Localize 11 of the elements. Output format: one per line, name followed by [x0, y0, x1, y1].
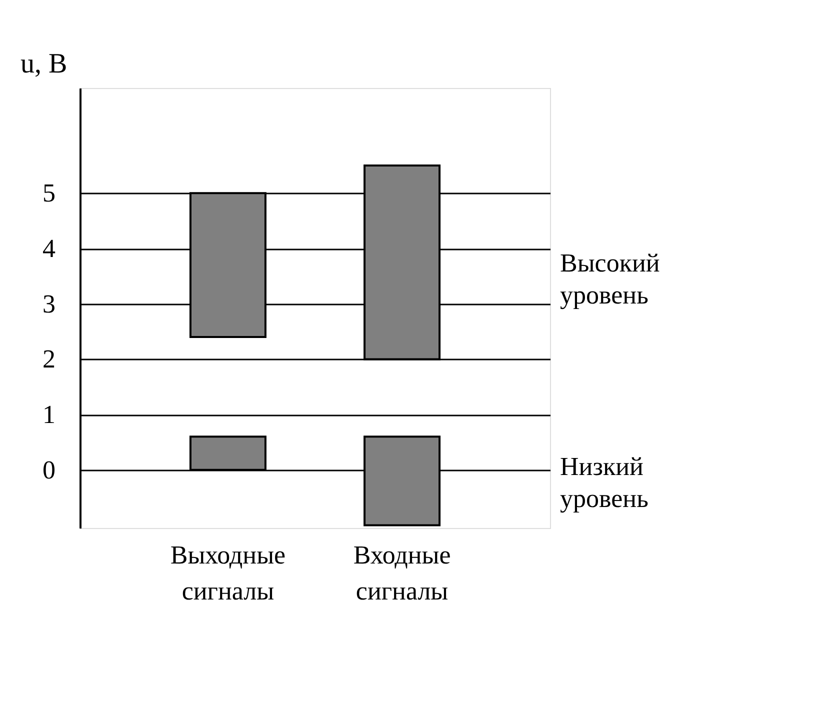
y-tick-label: 5 — [42, 178, 56, 208]
text: Низкий уровень — [560, 452, 649, 514]
x-tick-label: Входные сигналы — [353, 540, 451, 606]
y-tick-label: 0 — [42, 455, 56, 484]
y-axis-title: u, В — [20, 48, 68, 80]
y-tick-label: 3 — [42, 289, 56, 318]
text: Высокий уровень — [560, 248, 660, 310]
x-tick-label: Выходные сигналы — [170, 540, 286, 606]
y-tick-label: 4 — [42, 234, 56, 264]
y-tick-label: 2 — [42, 344, 56, 374]
y-tick-label: 1 — [42, 400, 56, 430]
